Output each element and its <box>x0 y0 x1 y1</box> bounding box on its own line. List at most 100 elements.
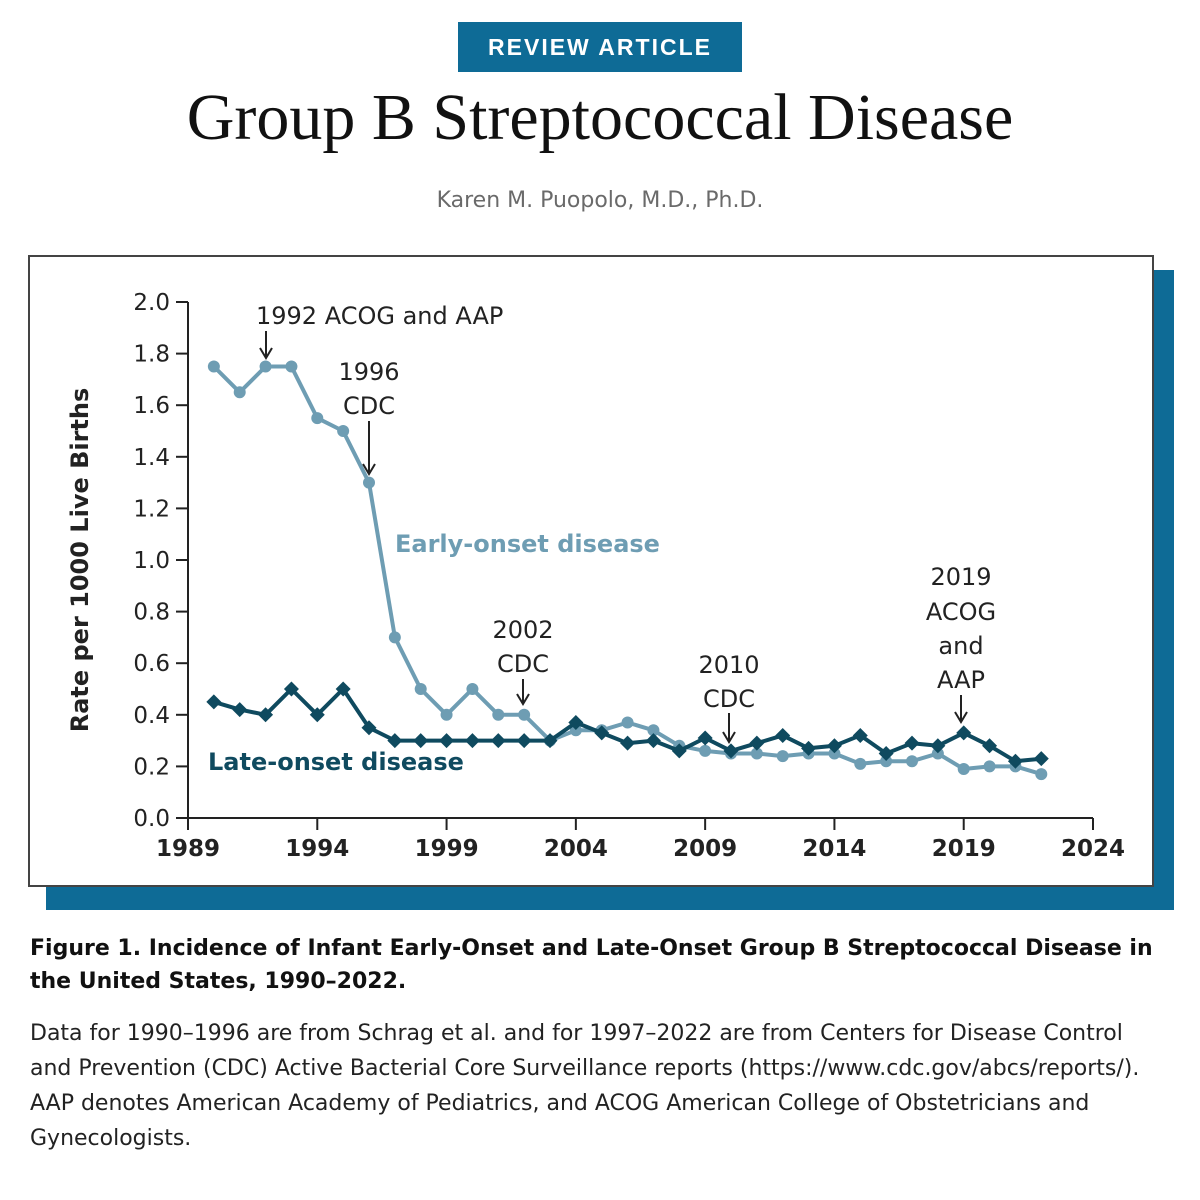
x-tick-label: 1999 <box>415 836 479 862</box>
data-point-late-onset <box>956 725 972 741</box>
data-point-early-onset <box>311 412 324 425</box>
data-point-late-onset <box>620 735 636 751</box>
data-point-late-onset <box>878 746 894 761</box>
y-tick-label: 1.8 <box>133 342 170 368</box>
data-point-late-onset <box>258 707 274 723</box>
data-point-early-onset <box>207 360 220 373</box>
data-point-early-onset <box>647 724 660 737</box>
data-point-early-onset <box>388 631 401 644</box>
annotation-2010-line-2: CDC <box>703 685 755 713</box>
annotation-2019-arrowhead <box>954 711 968 724</box>
annotation-1992-line-1: 1992 ACOG and AAP <box>256 302 503 330</box>
y-tick-label: 0.4 <box>133 703 170 729</box>
article-title: Group B Streptococcal Disease <box>186 81 1014 154</box>
figure-frame <box>28 255 1154 887</box>
annotation-1992-arrowhead <box>259 347 273 360</box>
annotation-2019-line-4: AAP <box>937 666 985 694</box>
y-tick-label: 0.6 <box>133 651 170 677</box>
series-early-onset <box>207 360 1048 781</box>
data-point-late-onset <box>723 743 739 759</box>
series-label-late-onset: Late-onset disease <box>208 748 464 776</box>
annotation-1996-line-2: CDC <box>343 392 395 420</box>
y-axis-label: Rate per 1000 Live Births <box>66 388 94 733</box>
data-point-late-onset <box>206 694 222 710</box>
data-point-early-onset <box>569 724 582 737</box>
annotation-2002-line-2: CDC <box>497 650 549 678</box>
data-point-early-onset <box>233 386 246 399</box>
data-point-late-onset <box>464 733 480 749</box>
data-point-late-onset <box>852 727 868 743</box>
series-line-early-onset <box>212 364 1042 777</box>
data-point-early-onset <box>828 747 841 760</box>
data-point-late-onset <box>568 715 584 731</box>
y-tick-label: 0.8 <box>133 600 170 626</box>
data-point-late-onset <box>516 733 532 749</box>
data-point-late-onset <box>904 735 920 751</box>
chart-labels: Rate per 1000 Live Births Early-onset di… <box>66 388 660 776</box>
data-point-early-onset <box>931 747 944 760</box>
data-point-late-onset <box>645 733 661 749</box>
annotation-2002-line-1: 2002 <box>492 616 553 644</box>
data-point-early-onset <box>363 476 375 489</box>
data-point-early-onset <box>880 755 893 768</box>
y-tick-label: 1.0 <box>133 548 170 574</box>
article-author: Karen M. Puopolo, M.D., Ph.D. <box>436 188 764 213</box>
data-point-late-onset <box>309 707 325 723</box>
figure-caption-title: Figure 1. Incidence of Infant Early-Onse… <box>30 936 1153 994</box>
data-point-early-onset <box>699 744 712 757</box>
data-point-late-onset <box>413 733 429 749</box>
data-point-early-onset <box>750 747 763 760</box>
x-tick-label: 2024 <box>1061 836 1125 862</box>
data-point-early-onset <box>440 708 453 721</box>
annotation-2019-line-2: ACOG <box>926 598 996 626</box>
annotation-2010-line-1: 2010 <box>698 651 759 679</box>
data-point-early-onset <box>337 425 350 437</box>
annotation-1996-line-1: 1996 <box>338 358 399 386</box>
annotation-2019-line-1: 2019 <box>930 563 991 591</box>
y-tick-label: 1.6 <box>133 393 170 419</box>
y-tick-label: 0.0 <box>133 806 170 832</box>
annotation-2002-arrowhead <box>516 693 530 706</box>
x-tick-label: 2009 <box>673 836 737 862</box>
chart-series <box>206 360 1049 781</box>
chart-axes: 0.0 0.2 0.4 0.6 0.8 1.0 1.2 1.4 1.6 1.8 2.0 1989 199… <box>133 290 1125 862</box>
data-point-early-onset <box>259 360 272 373</box>
article-type-badge: REVIEW ARTICLE <box>458 22 742 72</box>
data-point-early-onset <box>621 716 634 729</box>
x-tick-label: 1994 <box>285 836 349 862</box>
series-label-early-onset: Early-onset disease <box>395 530 660 558</box>
data-point-early-onset <box>414 683 427 695</box>
data-point-late-onset <box>490 733 506 749</box>
data-point-late-onset <box>671 743 687 759</box>
data-point-late-onset <box>801 740 817 756</box>
y-tick-label: 1.4 <box>133 445 170 471</box>
series-late-onset <box>206 681 1049 769</box>
data-point-late-onset <box>594 725 610 741</box>
data-point-late-onset <box>387 733 403 749</box>
data-point-early-onset <box>285 360 298 373</box>
annotation-1996-arrowhead <box>362 463 376 476</box>
data-point-early-onset <box>776 750 789 763</box>
data-point-early-onset <box>466 683 479 695</box>
x-tick-label: 2004 <box>544 836 608 862</box>
data-point-late-onset <box>283 681 299 697</box>
data-point-late-onset <box>930 738 946 754</box>
data-point-late-onset <box>697 730 713 746</box>
data-point-early-onset <box>492 708 505 721</box>
figure-caption-body: Data for 1990–1996 are from Schrag et al… <box>30 1021 1140 1151</box>
x-tick-label: 2019 <box>932 836 996 862</box>
data-point-late-onset <box>982 738 998 754</box>
data-point-early-onset <box>854 757 867 770</box>
data-point-late-onset <box>335 681 351 697</box>
data-point-late-onset <box>439 733 455 749</box>
data-point-early-onset <box>983 760 996 773</box>
data-point-late-onset <box>749 735 765 751</box>
annotation-2010-arrowhead <box>722 731 736 744</box>
data-point-late-onset <box>542 733 558 749</box>
y-tick-label: 1.2 <box>133 496 170 522</box>
x-tick-label: 2014 <box>802 836 866 862</box>
data-point-late-onset <box>826 738 842 754</box>
data-point-early-onset <box>1035 768 1048 781</box>
data-point-late-onset <box>775 727 791 743</box>
